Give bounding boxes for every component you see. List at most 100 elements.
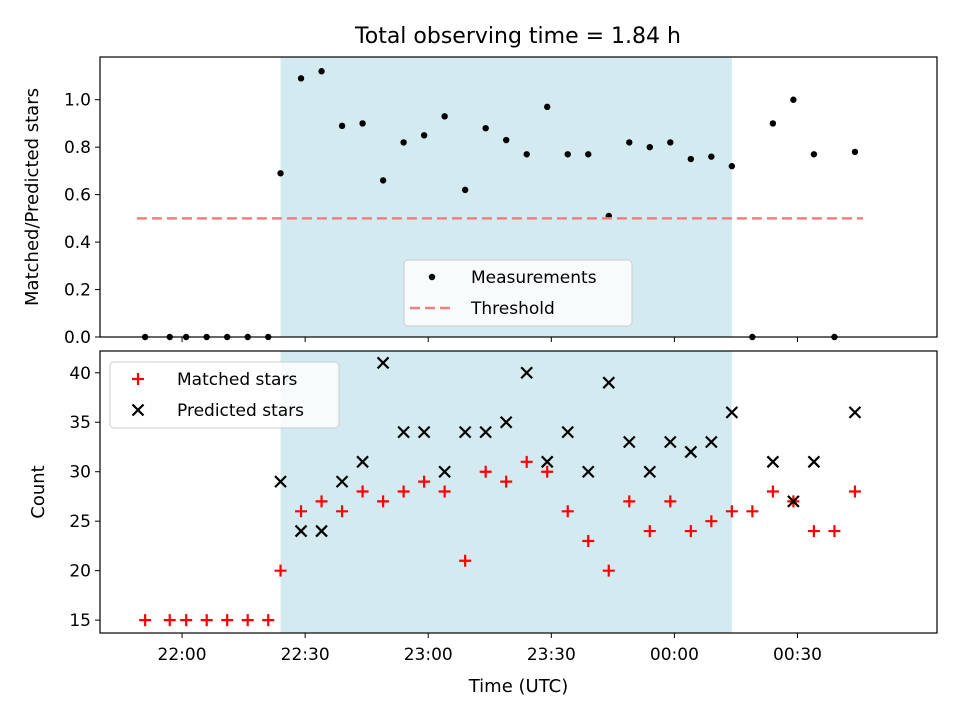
y-tick-label: 35 <box>69 413 91 433</box>
y-tick-label: 0.0 <box>64 328 91 348</box>
observing-window-span <box>280 351 732 633</box>
legend-label: Threshold <box>470 299 555 319</box>
predicted-star-point <box>602 376 616 389</box>
predicted-star-point <box>848 406 862 419</box>
chart-title: Total observing time = 1.84 h <box>354 24 681 49</box>
matched-star-point <box>582 534 595 547</box>
measurement-point <box>728 162 736 170</box>
matched-star-point <box>180 614 193 627</box>
matched-star-point <box>848 485 861 498</box>
legend-box <box>403 259 633 327</box>
matched-star-point <box>479 465 492 478</box>
matched-star-point <box>828 525 841 538</box>
measurement-point <box>769 120 777 127</box>
predicted-star-point <box>397 425 410 439</box>
legend-marker-x <box>131 403 145 417</box>
measurement-point <box>626 139 633 146</box>
bottom-panel: 15 20 25 30 35 40 22:00 22:30 23:00 23:30 00:00 00:… <box>28 350 938 697</box>
predicted-star-point <box>438 465 451 478</box>
x-tick-label: 23:00 <box>404 645 453 665</box>
measurement-point <box>523 151 530 158</box>
matched-star-point <box>602 564 615 577</box>
matched-star-point <box>200 614 213 627</box>
matched-star-point <box>241 614 254 627</box>
predicted-star-point <box>643 465 657 478</box>
matched-star-point <box>397 485 410 498</box>
predicted-star-point <box>315 524 328 538</box>
measurement-point <box>482 124 489 132</box>
predicted-star-point <box>664 435 677 449</box>
y-tick-label: 0.6 <box>64 186 91 206</box>
matched-star-point <box>163 614 176 627</box>
legend-marker-plus <box>132 373 144 385</box>
matched-star-point <box>643 525 656 538</box>
y-tick-label: 1.0 <box>64 91 91 111</box>
legend-label: Predicted stars <box>177 401 304 421</box>
y-axis-label: Count <box>28 465 49 518</box>
series-matched-stars <box>139 455 861 627</box>
axes-frame <box>99 56 938 338</box>
measurement-point <box>646 143 653 151</box>
predicted-star-point <box>766 455 780 469</box>
measurement-point <box>420 132 428 139</box>
measurement-point <box>441 113 448 120</box>
predicted-star-point <box>787 495 800 508</box>
x-tick-label: 22:00 <box>158 645 207 665</box>
measurement-point <box>564 151 571 158</box>
predicted-star-point <box>807 455 821 469</box>
measurement-point <box>359 120 366 127</box>
matched-star-point <box>766 485 779 498</box>
measurement-point <box>708 153 715 160</box>
series-predicted-stars <box>274 356 862 538</box>
x-tick-label: 23:30 <box>527 645 576 665</box>
axes-frame <box>99 350 938 634</box>
measurement-point <box>379 177 387 184</box>
measurement-point <box>544 103 551 111</box>
predicted-star-point <box>376 356 390 370</box>
y-tick-label: 0.4 <box>64 233 91 253</box>
matched-star-point <box>459 554 472 567</box>
matched-star-point <box>274 564 287 577</box>
matched-star-point <box>746 505 759 518</box>
y-axis-label: Matched/Predicted stars <box>22 88 43 306</box>
measurement-point <box>277 170 284 177</box>
matched-star-point <box>315 495 328 508</box>
matched-star-point <box>295 505 308 518</box>
measurement-point <box>461 186 469 194</box>
matched-star-point <box>356 485 369 498</box>
y-tick-label: 30 <box>69 463 91 483</box>
predicted-star-point <box>684 445 698 459</box>
measurement-point <box>318 68 325 75</box>
predicted-star-point <box>561 425 575 439</box>
predicted-star-point <box>725 406 739 419</box>
matched-star-point <box>336 505 349 518</box>
predicted-star-point <box>623 435 636 449</box>
legend-label: Matched stars <box>177 370 297 390</box>
legend-box <box>109 361 340 429</box>
series-measurements <box>141 68 859 341</box>
predicted-star-point <box>458 425 472 439</box>
measurement-point <box>667 139 674 146</box>
matched-star-point <box>684 525 697 538</box>
matched-star-point <box>520 455 533 468</box>
matched-star-point <box>664 495 677 508</box>
top-panel: 0.0 0.2 0.4 0.6 0.8 1.0 Matched/Predicted star… <box>22 56 938 348</box>
matched-star-point <box>221 614 234 627</box>
measurement-point <box>687 155 695 163</box>
matched-star-point <box>807 525 820 538</box>
x-tick-label: 00:30 <box>773 645 822 665</box>
measurement-point <box>502 136 510 144</box>
predicted-star-point <box>520 366 533 380</box>
predicted-star-point <box>705 435 718 449</box>
legend: Matched stars Predicted stars <box>109 361 340 429</box>
predicted-star-point <box>356 455 369 469</box>
measurement-point <box>810 151 818 158</box>
measurement-point <box>400 139 407 146</box>
legend-label: Measurements <box>471 268 597 288</box>
measurement-point <box>790 96 797 103</box>
matched-star-point <box>561 505 574 518</box>
y-tick-label: 15 <box>69 611 91 631</box>
measurement-point <box>338 122 346 130</box>
x-tick-label: 00:00 <box>650 645 699 665</box>
